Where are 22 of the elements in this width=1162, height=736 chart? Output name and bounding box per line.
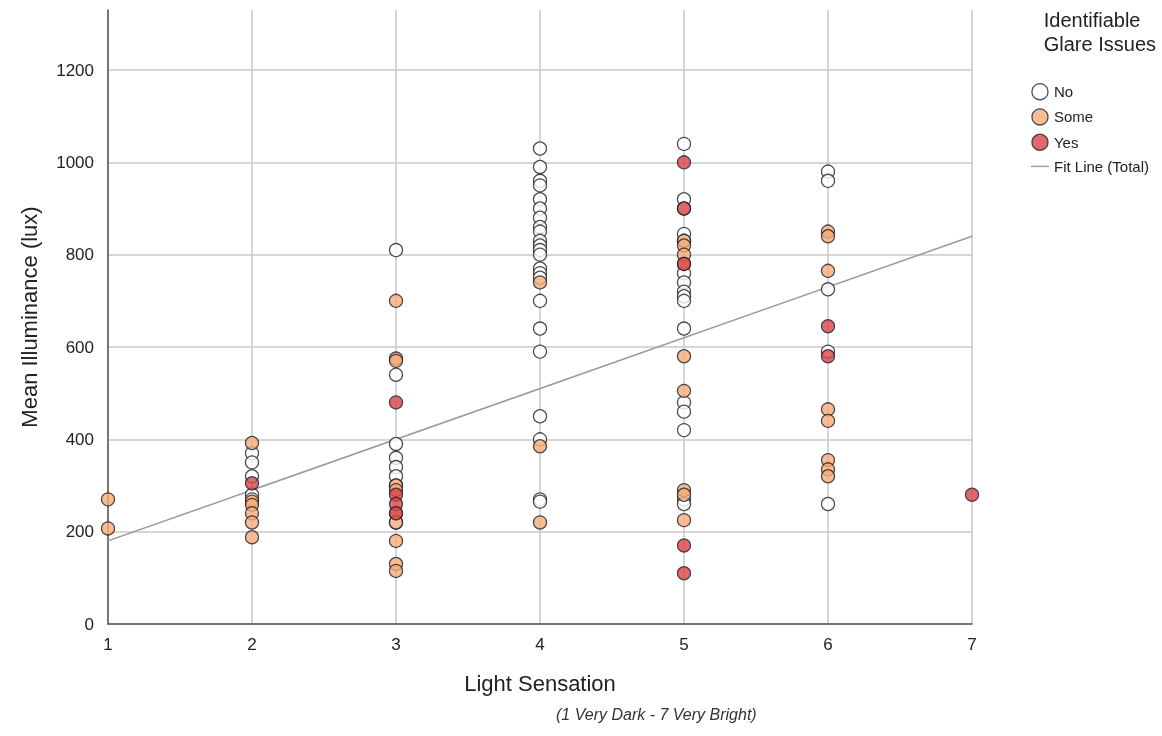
x-tick-label: 7 (967, 635, 977, 654)
legend-label: No (1053, 83, 1074, 101)
x-tick-label: 4 (535, 635, 545, 654)
legend-title: Identifiable Glare Issues (1043, 9, 1156, 55)
y-axis-title: Mean Illuminance (lux) (16, 206, 42, 428)
x-axis-title: Light Sensation (464, 670, 616, 696)
y-tick-label: 200 (65, 522, 94, 542)
legend-label: Fit Line (Total) (1053, 157, 1150, 175)
y-tick-label: 600 (65, 337, 94, 357)
y-tick-label: 1000 (56, 152, 94, 172)
legend-label: Some (1053, 108, 1094, 126)
x-tick-label: 1 (103, 635, 113, 654)
y-tick-label: 400 (65, 429, 94, 449)
y-tick-label: 1200 (56, 60, 94, 80)
x-tick-label: 5 (679, 635, 689, 654)
legend-label: Yes (1053, 133, 1079, 151)
x-tick-label: 3 (391, 635, 401, 654)
x-tick-label: 2 (247, 635, 257, 654)
y-tick-label: 800 (65, 245, 94, 265)
x-tick-label: 6 (823, 635, 833, 654)
y-tick-label: 0 (84, 614, 94, 634)
text: (1 Very Dark - 7 Very Bright) (556, 705, 757, 723)
